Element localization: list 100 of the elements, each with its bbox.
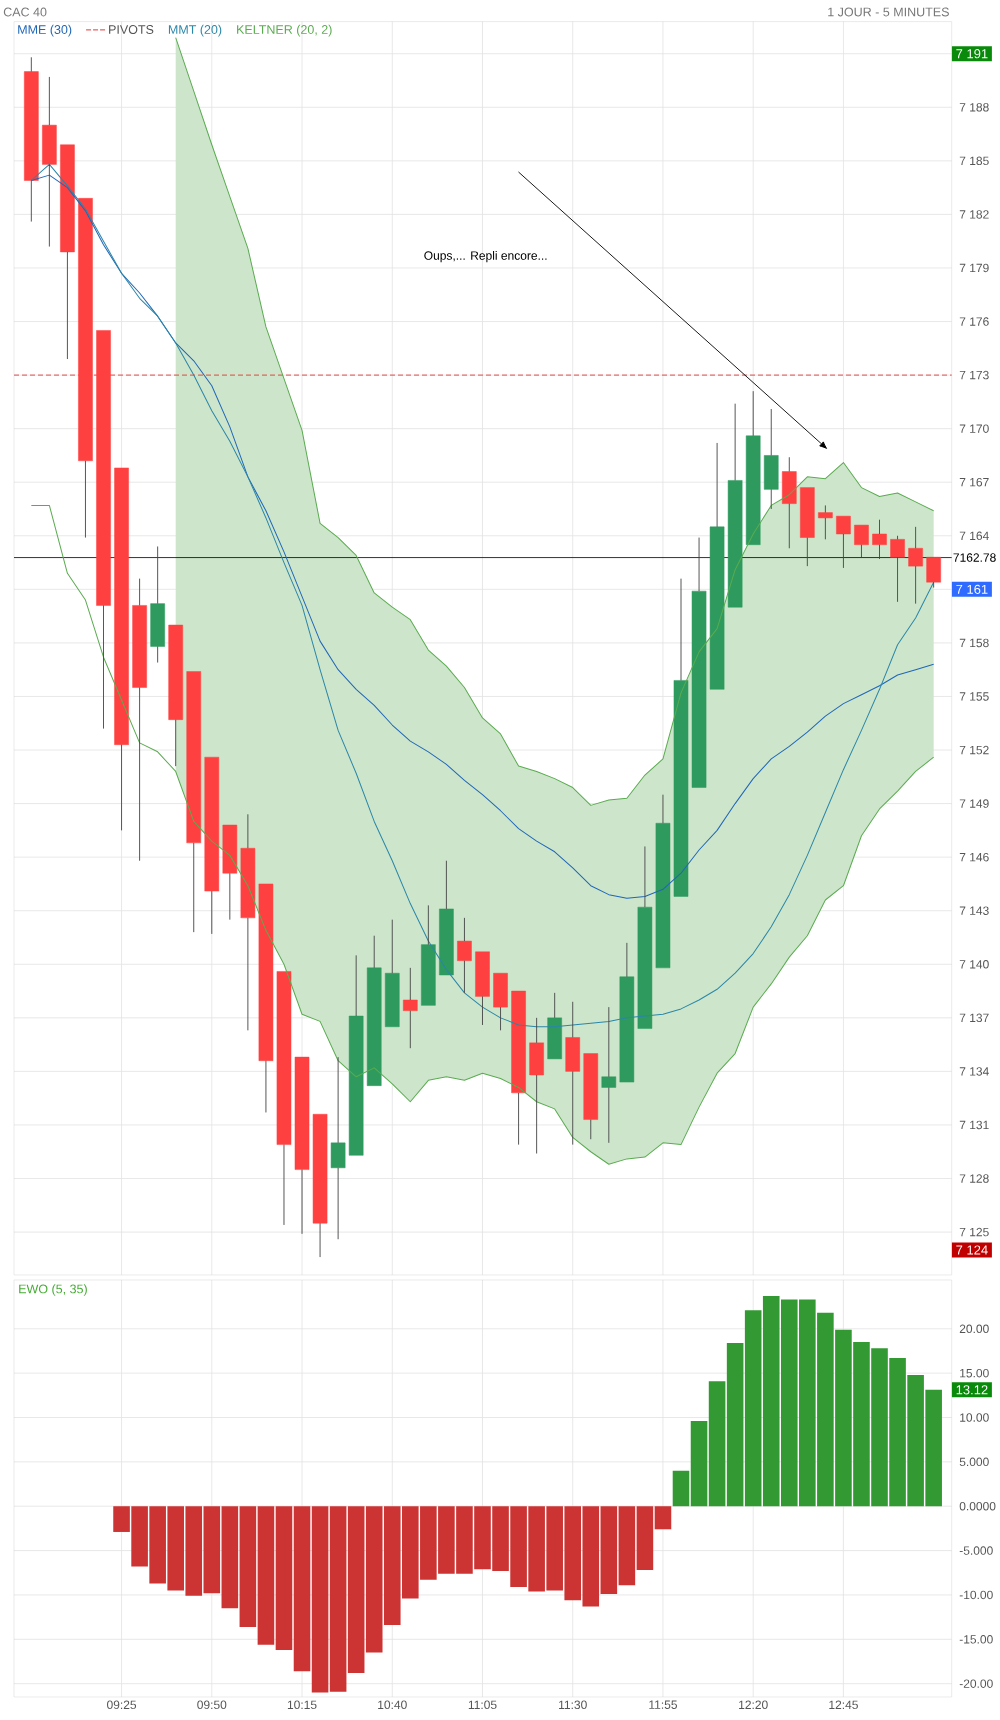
y-tick-label: 7 158 bbox=[959, 638, 989, 648]
x-tick-label: 11:55 bbox=[649, 1700, 678, 1709]
y-tick-label: -10.00 bbox=[959, 1590, 993, 1600]
candlestick bbox=[366, 935, 382, 1086]
text: MME (30) bbox=[18, 24, 72, 37]
y-tick-label: 7 140 bbox=[959, 960, 989, 969]
candlestick bbox=[60, 144, 75, 360]
bar bbox=[347, 1506, 365, 1674]
bar bbox=[275, 1506, 293, 1650]
candlestick bbox=[872, 519, 887, 560]
y-tick-label: 7 188 bbox=[959, 103, 989, 112]
candlestick bbox=[384, 919, 400, 1028]
candlestick bbox=[439, 860, 454, 976]
y-tick-label: 5.000 bbox=[959, 1457, 989, 1467]
candlestick bbox=[745, 390, 761, 545]
bar bbox=[618, 1506, 636, 1586]
x-tick-label: 09:25 bbox=[107, 1700, 137, 1709]
y-tick-label: 7 182 bbox=[959, 210, 989, 219]
candlestick bbox=[276, 971, 292, 1226]
line-series bbox=[30, 504, 935, 1165]
y-tick-label: 7 176 bbox=[959, 317, 989, 326]
bar bbox=[221, 1506, 239, 1609]
x-tick-label: 09:50 bbox=[197, 1700, 227, 1709]
candlestick bbox=[240, 813, 256, 1031]
candlestick bbox=[150, 546, 165, 663]
candlestick bbox=[601, 1006, 617, 1144]
y-tick-label: 7 128 bbox=[959, 1174, 989, 1183]
y-tick-label: 7 173 bbox=[959, 370, 989, 380]
candlestick bbox=[800, 487, 815, 567]
candlestick bbox=[78, 198, 93, 539]
chart-title: CAC 40 bbox=[3, 7, 47, 17]
candlestick bbox=[330, 1056, 346, 1240]
candlestick bbox=[168, 624, 183, 767]
candlestick bbox=[818, 504, 833, 540]
candlestick bbox=[673, 578, 689, 897]
y-tick-label: 10.00 bbox=[960, 1413, 989, 1422]
y-tick-label: -5.000 bbox=[959, 1546, 993, 1555]
chart-title: EWO (5, 35) bbox=[19, 1284, 87, 1296]
y-tick-label: 7 179 bbox=[959, 263, 989, 273]
candlestick bbox=[529, 1017, 544, 1154]
bar bbox=[690, 1421, 708, 1507]
x-tick-label: 11:30 bbox=[559, 1700, 587, 1709]
candlestick bbox=[511, 990, 526, 1146]
candlestick bbox=[457, 917, 472, 994]
bar bbox=[672, 1470, 690, 1507]
y-tick-label: 7 149 bbox=[959, 799, 989, 808]
legend-label: PIVOTS bbox=[109, 25, 154, 34]
bar bbox=[636, 1506, 654, 1571]
y-tick-label: 7 131 bbox=[959, 1120, 989, 1130]
bar bbox=[708, 1381, 726, 1507]
candlestick bbox=[204, 756, 220, 935]
bar bbox=[654, 1506, 672, 1530]
bar bbox=[744, 1310, 762, 1507]
y-tick-label: 7 152 bbox=[959, 745, 989, 755]
candlestick bbox=[294, 1056, 310, 1235]
annotation: 7 191 bbox=[956, 49, 988, 59]
candlestick bbox=[348, 954, 364, 1156]
y-tick-label: -20.00 bbox=[959, 1679, 993, 1688]
bar bbox=[293, 1506, 311, 1672]
y-tick-label: 7 146 bbox=[959, 852, 989, 862]
candlestick bbox=[222, 824, 238, 921]
candlestick bbox=[908, 526, 923, 605]
candlestick bbox=[890, 535, 905, 603]
y-tick-label: 7 125 bbox=[959, 1227, 989, 1237]
candlestick bbox=[132, 578, 147, 862]
candlestick bbox=[114, 467, 129, 831]
annotation: 7 124 bbox=[956, 1245, 988, 1255]
y-tick-label: 20.00 bbox=[959, 1324, 989, 1334]
candlestick bbox=[709, 442, 725, 690]
bar bbox=[329, 1506, 347, 1692]
candlestick bbox=[691, 537, 707, 788]
bar bbox=[726, 1342, 744, 1507]
candlestick bbox=[421, 904, 436, 1006]
bar bbox=[311, 1506, 329, 1693]
candlestick bbox=[655, 794, 671, 969]
candlestick bbox=[926, 556, 941, 589]
x-tick-label: 12:45 bbox=[829, 1700, 858, 1709]
candlestick bbox=[547, 992, 562, 1060]
candlestick bbox=[782, 456, 797, 549]
y-tick-label: 7 170 bbox=[959, 424, 989, 433]
candlestick bbox=[763, 408, 779, 510]
y-tick-label: 7 155 bbox=[959, 692, 989, 701]
y-tick-label: 7 167 bbox=[959, 477, 989, 487]
bar bbox=[257, 1506, 275, 1645]
text: KELTNER (20, 2) bbox=[237, 24, 332, 37]
chart-subtitle: 1 JOUR - 5 MINUTES bbox=[828, 7, 949, 17]
candlestick bbox=[475, 951, 490, 1026]
x-tick-label: 11:05 bbox=[468, 1700, 497, 1709]
candlestick bbox=[619, 942, 635, 1083]
line-series bbox=[175, 37, 935, 806]
ref-line-label: 7162.78 bbox=[953, 553, 996, 562]
candlestick bbox=[258, 883, 274, 1113]
candlestick bbox=[854, 524, 869, 558]
y-tick-label: 7 185 bbox=[959, 156, 989, 166]
y-tick-label: -15.00 bbox=[959, 1635, 993, 1644]
candlestick bbox=[565, 1001, 581, 1146]
candlestick bbox=[42, 76, 57, 247]
bar bbox=[239, 1506, 257, 1627]
y-tick-label: 7 164 bbox=[959, 531, 989, 541]
candlestick bbox=[727, 403, 743, 608]
